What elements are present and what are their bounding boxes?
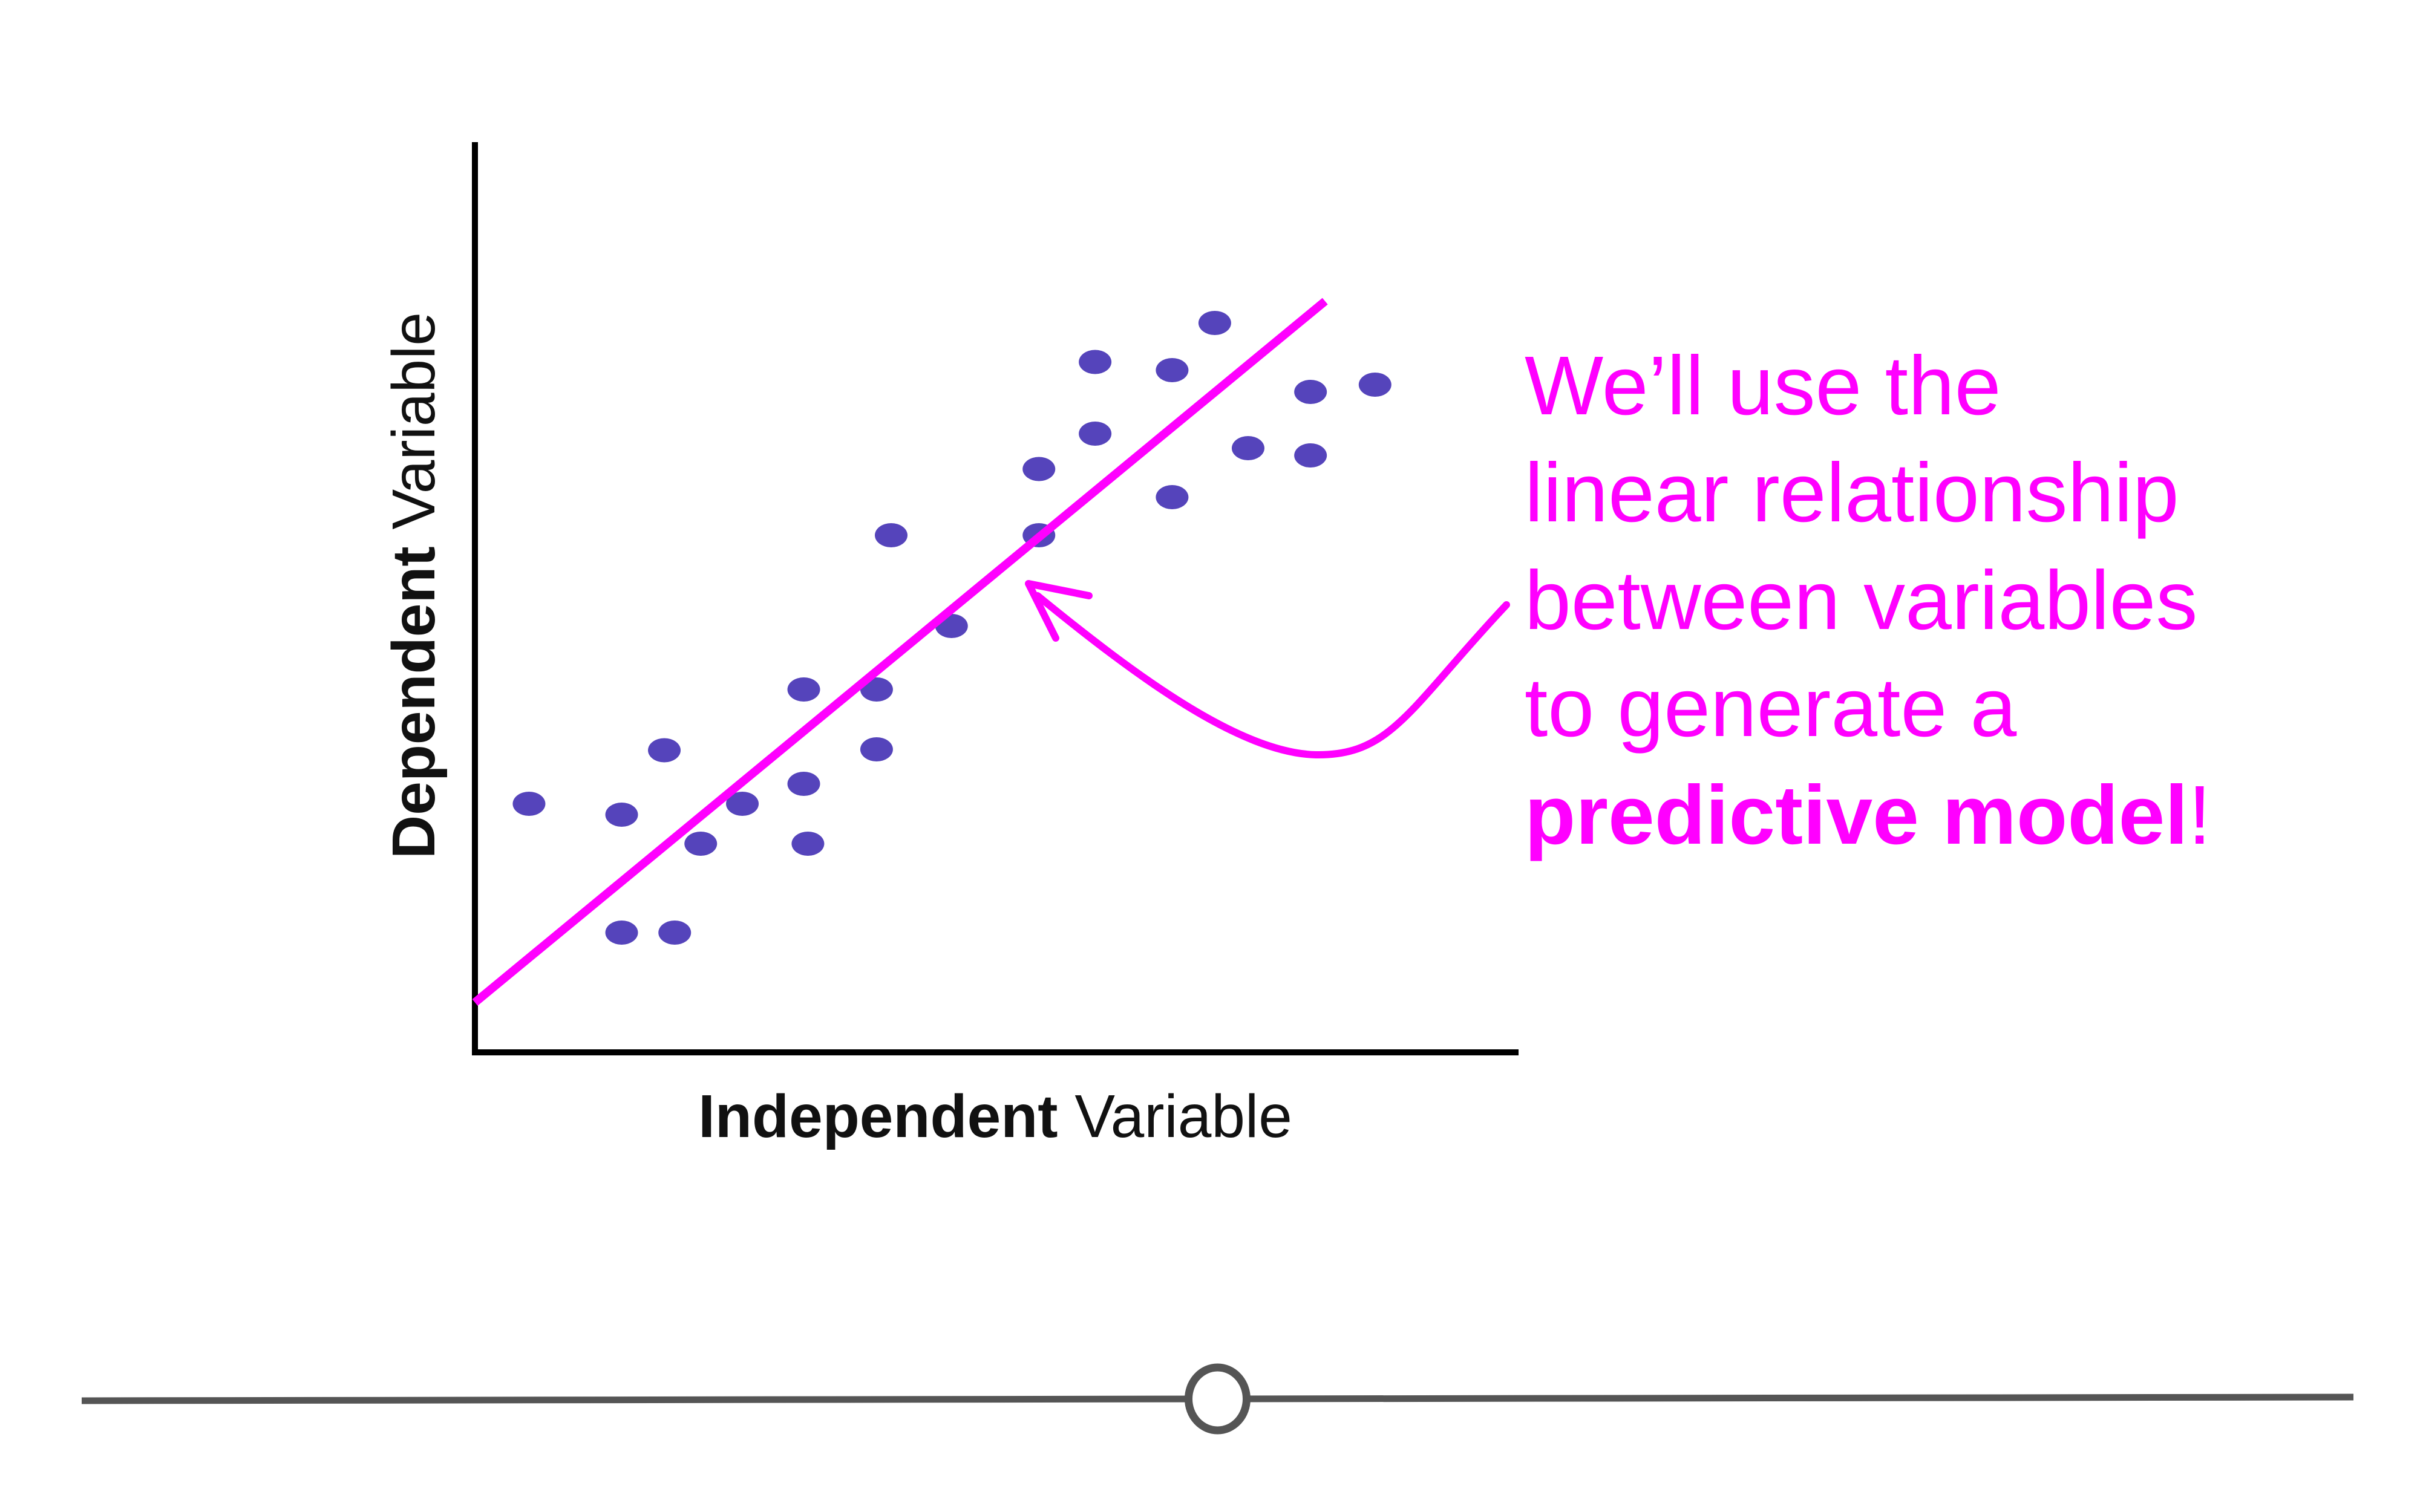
x-axis-label: Independent Variable: [698, 1083, 1292, 1150]
data-point: [1231, 436, 1264, 460]
annotation-line-5: predictive model!: [1525, 769, 2211, 862]
annotation-arrow: [1025, 580, 1510, 759]
annotation-line-2: linear relationship: [1525, 446, 2179, 539]
data-point: [512, 792, 546, 816]
data-point: [787, 677, 820, 702]
annotation-line-1: We’ll use the: [1525, 339, 2001, 432]
data-point: [860, 737, 893, 761]
y-axis-label-rest: Variable: [380, 312, 448, 546]
x-axis-label-rest: Variable: [1058, 1083, 1292, 1150]
data-point: [648, 738, 681, 763]
regression-line: [472, 298, 1328, 1006]
data-point: [1294, 443, 1327, 468]
data-point: [726, 792, 759, 816]
data-point: [1079, 422, 1112, 446]
data-point: [605, 921, 638, 945]
data-point: [684, 832, 718, 856]
annotation-bold-phrase: predictive model: [1525, 769, 2188, 862]
timeline-slider[interactable]: [81, 1363, 2354, 1435]
annotation-text: We’ll use the linear relationship betwee…: [1525, 339, 2221, 862]
data-point: [1198, 311, 1231, 335]
y-axis-label-bold: Dependent: [380, 546, 448, 859]
x-axis-label-bold: Independent: [698, 1083, 1058, 1150]
data-point: [658, 921, 692, 945]
chart-axes: [472, 142, 1519, 1055]
data-point: [1156, 358, 1189, 382]
data-point: [1022, 457, 1056, 481]
annotation-line-4: to generate a: [1525, 661, 2017, 754]
data-point: [787, 772, 820, 796]
slider-handle[interactable]: [1185, 1363, 1251, 1435]
data-point: [605, 803, 638, 827]
data-point: [875, 523, 908, 547]
annotation-line-3: between variables: [1525, 554, 2197, 647]
data-point: [1358, 373, 1392, 397]
scatter-points: [512, 311, 1392, 945]
data-point: [860, 677, 893, 702]
data-point: [1079, 350, 1112, 374]
annotation-arrow-curve: [1034, 592, 1510, 759]
y-axis-label: Dependent Variable: [380, 312, 448, 859]
annotation-arrow-head: [1025, 580, 1093, 642]
data-point: [1156, 485, 1189, 509]
data-point: [791, 832, 825, 856]
data-point: [1294, 380, 1327, 404]
annotation-exclamation: !: [2188, 769, 2211, 862]
